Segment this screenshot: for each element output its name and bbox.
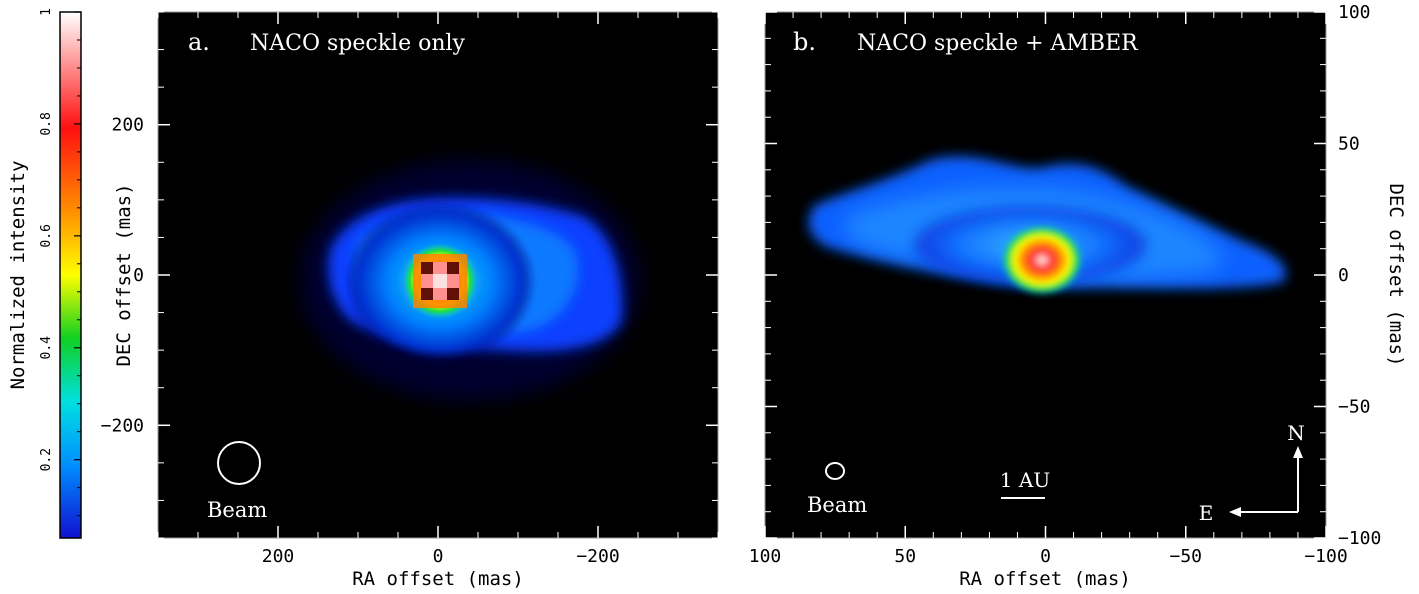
panel-a-tag: a. bbox=[188, 28, 210, 56]
panel-a-beam-ellipse bbox=[217, 441, 261, 485]
panel-b-ylabel: DEC offset (mas) bbox=[1385, 183, 1407, 366]
panel-b-beam-label: Beam bbox=[807, 493, 867, 517]
compass bbox=[1229, 446, 1303, 517]
panel-a-title: NACO speckle only bbox=[250, 31, 466, 56]
a-ticks-ytick-label: −200 bbox=[101, 415, 144, 436]
b-ticks-ytick-label: 0 bbox=[1338, 265, 1349, 286]
panel-b-core bbox=[1000, 224, 1084, 296]
a-ticks-ytick-label: 200 bbox=[111, 115, 144, 136]
panel-a-image bbox=[300, 160, 640, 400]
b-ticks-xtick-label: 100 bbox=[749, 546, 782, 567]
a-ticks-xtick-label: −200 bbox=[576, 546, 619, 567]
panel-a-ylabel: DEC offset (mas) bbox=[113, 183, 135, 366]
panel-b-scale-label: 1 AU bbox=[1000, 468, 1050, 492]
colorbar-tick-label: 0.2 bbox=[39, 448, 54, 471]
panel-b-image bbox=[808, 156, 1287, 296]
panel-a-ticks: 200 0 −200 200 0 −200 bbox=[101, 11, 719, 567]
compass-east-label: E bbox=[1199, 501, 1214, 525]
colorbar-tick-label: 0.4 bbox=[39, 336, 54, 360]
panel-b: 100 50 0 −50 −100 100 50 0 −50 −100 b. NACO speck… bbox=[749, 2, 1407, 590]
panel-b-title: NACO speckle + AMBER bbox=[857, 31, 1139, 56]
a-ticks-xtick-label: 200 bbox=[262, 546, 295, 567]
colorbar-tick-label: 0.6 bbox=[39, 224, 54, 247]
b-ticks-ytick-label: 50 bbox=[1338, 134, 1360, 155]
panel-a-xlabel: RA offset (mas) bbox=[352, 568, 524, 590]
b-ticks-ytick-label: 100 bbox=[1338, 2, 1371, 23]
b-ticks-ytick-label: −50 bbox=[1338, 397, 1371, 418]
b-ticks-xtick-label: 0 bbox=[1040, 546, 1051, 567]
panel-a-beam-label: Beam bbox=[207, 498, 267, 522]
colorbar-label: Normalized intensity bbox=[7, 161, 29, 390]
panel-b-xlabel: RA offset (mas) bbox=[959, 568, 1131, 590]
colorbar-gradient bbox=[59, 11, 82, 539]
panel-b-ticks: 100 50 0 −50 −100 100 50 0 −50 −100 bbox=[749, 2, 1382, 567]
b-ticks-xtick-label: 50 bbox=[894, 546, 916, 567]
panel-a-core bbox=[402, 243, 478, 319]
panel-b-tag: b. bbox=[793, 28, 816, 56]
a-ticks-ytick-label: 0 bbox=[133, 265, 144, 286]
colorbar-tick-label: 0.8 bbox=[39, 112, 54, 135]
compass-north-label: N bbox=[1287, 421, 1305, 445]
panel-b-beam-ellipse bbox=[825, 462, 845, 480]
b-ticks-xtick-label: −50 bbox=[1169, 546, 1202, 567]
b-ticks-ytick-label: −100 bbox=[1338, 528, 1381, 549]
colorbar: 0.2 0.4 0.6 0.8 1 Normalized intensity bbox=[7, 8, 82, 539]
panel-a: 200 0 −200 200 0 −200 a. NACO speckle only Be… bbox=[101, 11, 719, 590]
colorbar-tick-label: 1 bbox=[39, 8, 54, 16]
colorbar-ticks: 0.2 0.4 0.6 0.8 1 bbox=[39, 8, 81, 517]
b-ticks-xtick-label: −100 bbox=[1304, 546, 1347, 567]
a-ticks-xtick-label: 0 bbox=[433, 546, 444, 567]
